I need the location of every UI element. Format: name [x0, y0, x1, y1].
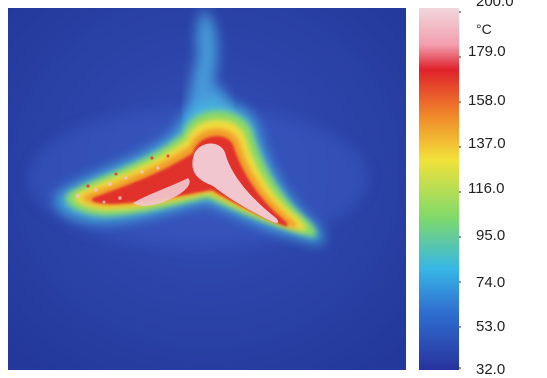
- scale-label-74: 74.0: [476, 274, 506, 291]
- scale-unit: °C: [476, 21, 492, 37]
- scale-label-179: 179.0: [468, 43, 506, 60]
- scale-label-53: 53.0: [476, 318, 506, 335]
- thermal-image: [8, 8, 406, 370]
- scale-label-158: 158.0: [468, 92, 506, 109]
- scale-label-top: 200.0: [476, 0, 514, 10]
- scale-label-95: 95.0: [476, 227, 506, 244]
- scale-label-116: 116.0: [468, 180, 505, 197]
- scale-label-137: 137.0: [468, 135, 506, 152]
- scale-label-32: 32.0: [476, 361, 506, 378]
- temperature-color-scale: [419, 8, 461, 370]
